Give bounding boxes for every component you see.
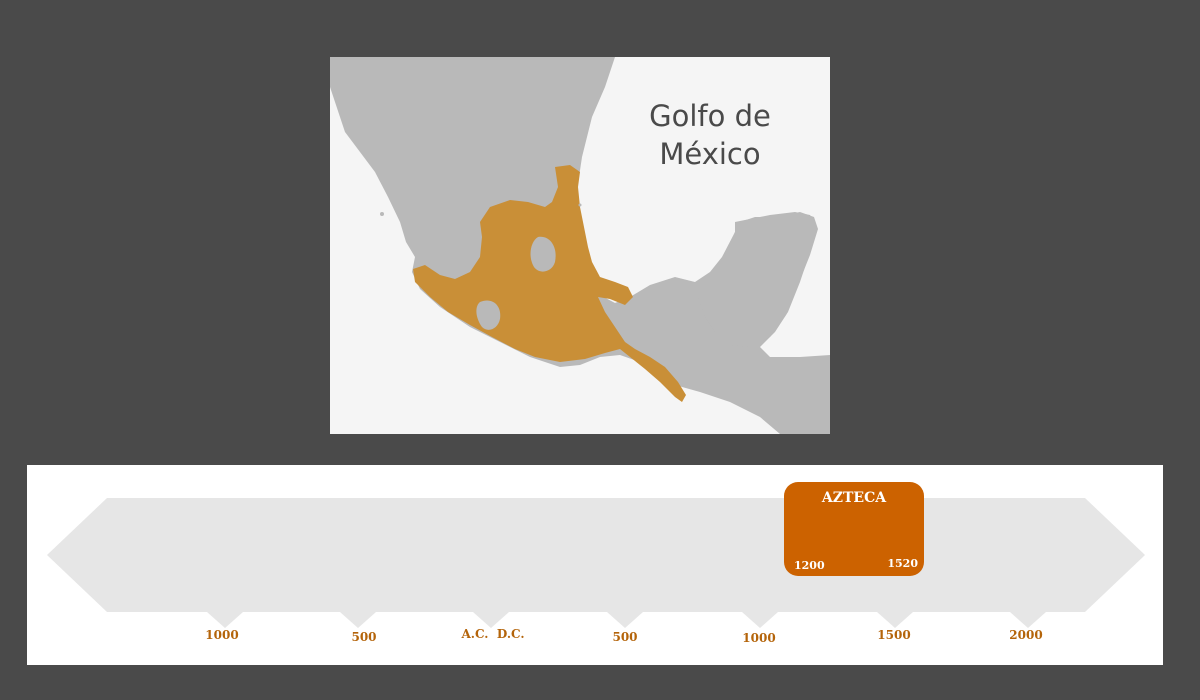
yucatan-peninsula bbox=[698, 212, 818, 347]
timeline-panel: 1000 500 A.C. D.C. 500 1000 1500 2000 AZ… bbox=[27, 465, 1163, 665]
tick-marker bbox=[877, 612, 913, 628]
mesoamerica-map bbox=[330, 57, 830, 434]
tick-marker bbox=[340, 612, 376, 628]
aztec-territory bbox=[413, 165, 686, 402]
period-title: AZTECA bbox=[821, 490, 887, 506]
timeline-arrow-band bbox=[47, 498, 1145, 612]
tick-label-500-ad: 500 bbox=[612, 630, 638, 644]
aztec-period-box[interactable]: AZTECA 1200 1520 bbox=[784, 482, 924, 576]
tick-marker bbox=[207, 612, 243, 628]
period-end-year: 1520 bbox=[887, 557, 918, 570]
gulf-label-line-1: Golfo de bbox=[649, 99, 771, 133]
map-panel: Golfo de México bbox=[330, 57, 830, 434]
tick-marker bbox=[742, 612, 778, 628]
tick-marker bbox=[607, 612, 643, 628]
tick-label-1500-ad: 1500 bbox=[877, 628, 911, 642]
tick-label-era-divider: A.C. D.C. bbox=[461, 627, 525, 641]
island bbox=[380, 212, 384, 216]
tick-label-500-bc: 500 bbox=[351, 630, 377, 644]
island bbox=[578, 203, 582, 207]
period-start-year: 1200 bbox=[794, 559, 825, 572]
tick-marker bbox=[1010, 612, 1046, 628]
tick-label-2000-ad: 2000 bbox=[1009, 628, 1043, 642]
territory-gap-2 bbox=[476, 300, 501, 330]
tick-label-1000-bc: 1000 bbox=[205, 628, 239, 642]
timeline-band bbox=[47, 498, 1145, 628]
gulf-label-line-2: México bbox=[659, 137, 761, 171]
territory-gap-1 bbox=[530, 236, 556, 272]
gulf-of-mexico-label: Golfo de México bbox=[630, 97, 790, 173]
tick-label-1000-ad: 1000 bbox=[742, 631, 776, 645]
tick-marker bbox=[473, 612, 509, 628]
